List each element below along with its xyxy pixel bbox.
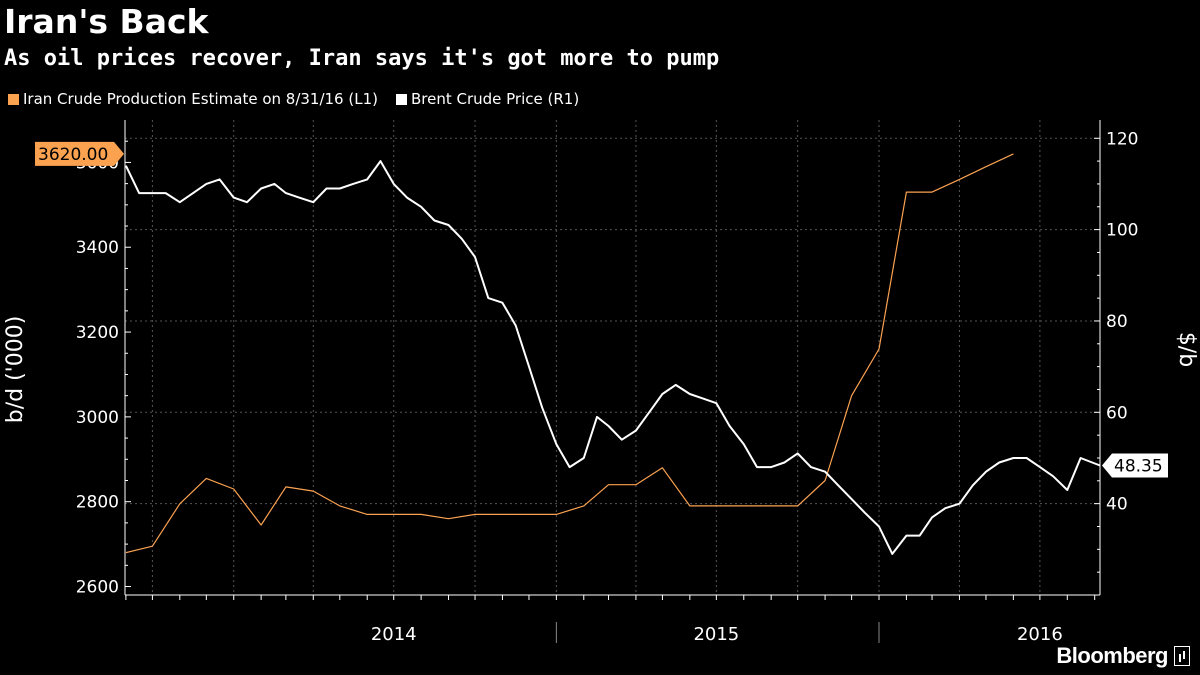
- production-value-label: 3620.00: [38, 145, 108, 165]
- legend-label-brent: Brent Crude Price (R1): [410, 90, 580, 108]
- chart-title: Iran's Back: [4, 2, 209, 41]
- brent-value-label: 48.35: [1114, 457, 1163, 477]
- axes: 260028003000320034003600406080100120b/d …: [3, 120, 1199, 645]
- x-year-label: 2015: [693, 624, 739, 645]
- left-tick-label: 2800: [76, 493, 119, 513]
- bloomberg-terminal-icon: [1174, 646, 1190, 666]
- left-tick-label: 2600: [76, 578, 119, 598]
- left-tick-label: 3400: [76, 238, 119, 258]
- right-tick-label: 60: [1106, 403, 1128, 423]
- gridlines: [125, 120, 1100, 595]
- x-year-label: 2014: [371, 624, 417, 645]
- x-year-label: 2016: [1017, 624, 1063, 645]
- chart-subtitle: As oil prices recover, Iran says it's go…: [4, 46, 720, 71]
- left-axis-title: b/d ('000): [3, 316, 28, 424]
- legend: Iran Crude Production Estimate on 8/31/1…: [8, 90, 579, 108]
- brent-value-callout: [1102, 453, 1168, 478]
- left-tick-label: 3200: [76, 323, 119, 343]
- right-tick-label: 40: [1106, 495, 1128, 515]
- series-lines: [124, 153, 1101, 555]
- brand-text: Bloomberg: [1056, 643, 1168, 668]
- legend-label-production: Iran Crude Production Estimate on 8/31/1…: [23, 90, 378, 108]
- legend-swatch-brent: [395, 93, 407, 105]
- left-tick-label: 3000: [76, 408, 119, 428]
- value-labels: 3620.00 48.35: [35, 141, 1168, 478]
- right-tick-label: 80: [1106, 312, 1128, 332]
- series-line-production: [125, 153, 1014, 554]
- right-tick-label: 120: [1106, 129, 1138, 149]
- legend-swatch-production: [8, 93, 19, 105]
- legend-item-production: Iran Crude Production Estimate on 8/31/1…: [8, 90, 378, 108]
- right-axis-title: $/b: [1174, 332, 1199, 367]
- legend-item-brent: Brent Crude Price (R1): [395, 90, 580, 108]
- production-value-callout: [35, 141, 124, 166]
- series-line-brent: [124, 160, 1101, 555]
- bloomberg-logo: Bloomberg: [1056, 643, 1190, 669]
- right-tick-label: 100: [1106, 221, 1138, 241]
